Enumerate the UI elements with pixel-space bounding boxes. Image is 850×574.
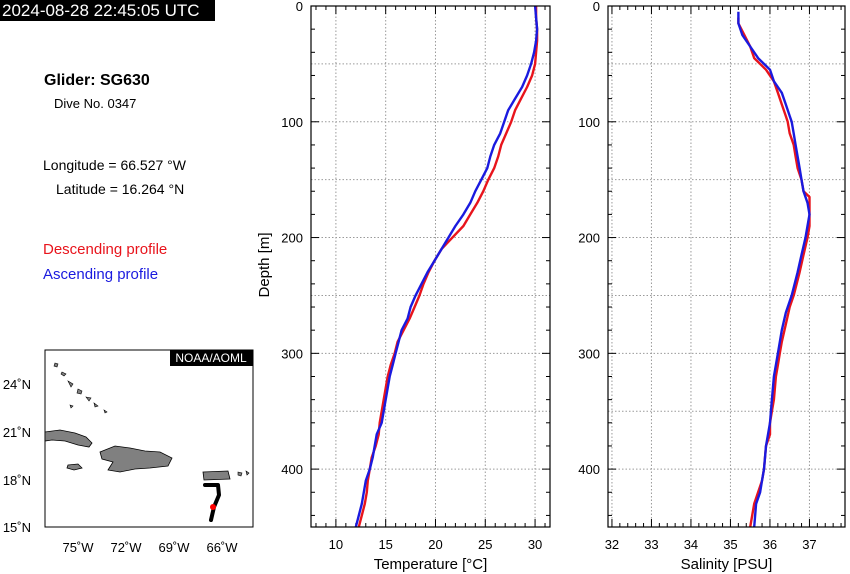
temp-xtick-label: 25: [478, 537, 492, 552]
map-lon-label: 66˚W: [206, 540, 238, 555]
map-land-hispaniola: [99, 445, 173, 473]
temp-ytick-label: 400: [281, 462, 303, 477]
map-islands-virgin: [237, 470, 250, 477]
map-credit: NOAA/AOML: [175, 351, 247, 365]
glider-position-marker: [210, 504, 216, 510]
temp-ytick-label: 0: [296, 0, 303, 14]
temp-plot-frame: [310, 5, 551, 528]
timestamp-banner: 2024-08-28 22:45:05 UTC: [0, 0, 215, 21]
map-lat-label: 18˚N: [3, 473, 31, 488]
map-lat-label: 21˚N: [3, 425, 31, 440]
location-map: NOAA/AOML 24˚N 21˚N 18˚N 15˚N 75˚W 72˚W …: [3, 349, 254, 555]
sal-ytick-label: 400: [578, 462, 600, 477]
sal-ytick-label: 300: [578, 346, 600, 361]
sal-ytick-label: 0: [593, 0, 600, 14]
longitude-readout: Longitude = 66.527 °W: [43, 157, 186, 173]
glider-track: [203, 483, 221, 522]
sal-xtick-label: 34: [684, 537, 698, 552]
sal-xtick-label: 37: [802, 537, 816, 552]
salinity-profile-chart: 32 33 34 35 36 37 0 100 200 300 400 Salinity [PSU]: [578, 0, 846, 573]
map-credit-box: [170, 350, 253, 366]
temp-ytick-label: 200: [281, 231, 303, 246]
dive-number: Dive No. 0347: [54, 96, 137, 111]
sal-xtick-label: 36: [763, 537, 777, 552]
sal-series-descending: [737, 17, 811, 528]
sal-xtick-label: 32: [605, 537, 619, 552]
map-islands-bahamas: [53, 362, 108, 414]
legend-ascending: Ascending profile: [43, 266, 159, 283]
map-land-jamaica: [66, 463, 83, 471]
sal-ytick-label: 100: [578, 115, 600, 130]
latitude-readout: Latitude = 16.264 °N: [56, 181, 185, 197]
map-lon-label: 75˚W: [62, 540, 94, 555]
sal-ytick-label: 200: [578, 231, 600, 246]
temp-xlabel: Temperature [°C]: [374, 556, 488, 573]
map-land-cuba: [44, 429, 93, 448]
temp-ytick-label: 100: [281, 115, 303, 130]
temp-xtick-label: 15: [378, 537, 392, 552]
sal-xtick-label: 35: [723, 537, 737, 552]
temp-xtick-label: 10: [329, 537, 343, 552]
temp-ytick-label: 300: [281, 346, 303, 361]
temp-xtick-label: 20: [428, 537, 442, 552]
temp-series-ascending: [354, 5, 539, 528]
map-lat-label: 24˚N: [3, 377, 31, 392]
map-lon-label: 69˚W: [158, 540, 190, 555]
sal-xtick-label: 33: [644, 537, 658, 552]
temp-ylabel: Depth [m]: [256, 232, 273, 297]
legend-descending: Descending profile: [43, 241, 168, 258]
sal-plot-frame: [607, 5, 846, 528]
sal-xlabel: Salinity [PSU]: [681, 556, 773, 573]
map-lat-label: 15˚N: [3, 520, 31, 535]
temp-xtick-label: 30: [528, 537, 542, 552]
glider-name: Glider: SG630: [44, 72, 150, 89]
map-land-puerto-rico: [202, 470, 231, 481]
map-lon-label: 72˚W: [110, 540, 142, 555]
sal-series-ascending: [737, 11, 811, 528]
